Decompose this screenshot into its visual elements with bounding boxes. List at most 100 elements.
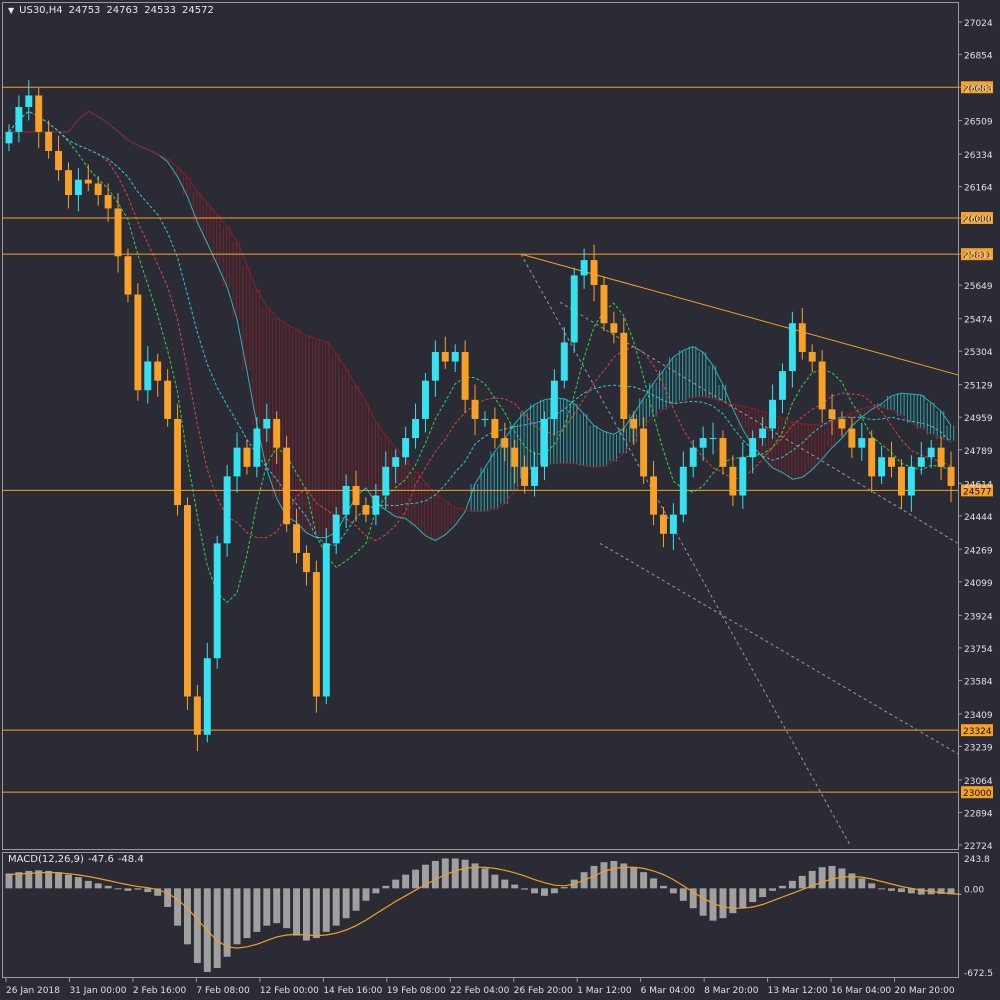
y-tick-label: 26164: [964, 184, 993, 194]
macd-bar: [441, 858, 449, 889]
candle-body: [124, 256, 132, 295]
macd-bar: [659, 885, 667, 889]
macd-bar: [263, 888, 271, 926]
macd-bar: [560, 887, 568, 889]
macd-bar: [253, 888, 261, 932]
macd-bar: [183, 888, 191, 945]
candle-body: [590, 260, 598, 285]
macd-bar: [402, 874, 410, 889]
candle-body: [203, 658, 211, 735]
candle-body: [213, 543, 221, 659]
x-tick-label: 2 Feb 16:00: [133, 986, 187, 996]
macd-bar: [501, 879, 509, 889]
candle-body: [243, 447, 251, 467]
macd-bar: [144, 888, 152, 893]
x-tick-label: 6 Mar 04:00: [641, 986, 696, 996]
macd-y-tick-label: -672.5: [964, 969, 993, 979]
moving-averages: [8, 110, 952, 604]
y-tick-label: 24269: [964, 546, 993, 556]
x-tick-label: 16 Mar 04:00: [831, 986, 891, 996]
candle-body: [15, 106, 23, 132]
candle-body: [5, 131, 13, 144]
macd-bar: [610, 860, 618, 889]
macd-bar: [5, 873, 13, 889]
macd-bar: [550, 888, 558, 894]
macd-bar: [243, 888, 251, 939]
y-tick-label: 23924: [964, 612, 993, 622]
x-tick-label: 7 Feb 08:00: [196, 986, 250, 996]
ma-slow-line: [8, 110, 952, 546]
candle-body: [144, 361, 152, 391]
level-tag-label: 24577: [963, 487, 992, 497]
high-value: 24763: [106, 5, 139, 16]
macd-bar: [164, 888, 172, 907]
candle-body: [540, 418, 548, 467]
candle-body: [441, 351, 449, 362]
macd-bar: [45, 870, 53, 889]
candle-body: [907, 466, 915, 496]
macd-bar: [897, 888, 905, 893]
candle-body: [64, 170, 72, 196]
candle-body: [154, 361, 162, 381]
channel-line-1: [520, 253, 851, 846]
macd-bar: [124, 888, 132, 891]
x-tick-label: 26 Feb 20:00: [514, 986, 573, 996]
macd-bar: [481, 868, 489, 889]
candle-body: [481, 418, 489, 420]
macd-bar: [174, 888, 182, 926]
macd-bar: [491, 874, 499, 889]
candle-body: [808, 351, 816, 362]
y-tick-label: 24789: [964, 447, 993, 457]
candle-body: [233, 447, 241, 477]
macd-bar: [699, 888, 707, 916]
candle-body: [759, 428, 767, 439]
candle-body: [263, 418, 271, 429]
candle-body: [521, 466, 529, 486]
macd-bar: [620, 863, 628, 889]
candle-body: [302, 552, 310, 573]
candle-body: [322, 543, 330, 697]
macd-bar: [193, 888, 201, 963]
macd-y-tick-label: 243.8: [964, 855, 990, 865]
candle-body: [888, 457, 896, 467]
macd-signal-line: [8, 866, 962, 949]
macd-bar: [213, 888, 221, 968]
candle-body: [947, 466, 955, 486]
candle-body: [35, 95, 43, 132]
candle-body: [332, 514, 340, 544]
macd-bar: [293, 888, 301, 936]
candle-body: [461, 351, 469, 400]
y-tick-label: 22724: [964, 842, 993, 852]
candle-body: [273, 418, 281, 448]
dropdown-triangle-icon[interactable]: ▼: [8, 6, 15, 15]
ma-fast-line: [8, 110, 952, 604]
macd-bar: [273, 888, 281, 924]
macd-bar: [888, 888, 896, 891]
macd-bar: [798, 875, 806, 889]
horizontal-levels[interactable]: 26683 26000 25811 24577 23324 23000: [2, 81, 993, 799]
y-tick-label: 24959: [964, 414, 993, 424]
x-tick-label: 14 Feb 16:00: [323, 986, 382, 996]
macd-bar: [769, 888, 777, 891]
macd-bar: [838, 868, 846, 889]
level-tag: [961, 786, 993, 799]
candle-body: [679, 466, 687, 515]
candle-body: [798, 323, 806, 352]
candle-body: [283, 447, 291, 525]
macd-bar: [937, 888, 945, 894]
macd-title: MACD(12,26,9) -47.6 -48.4: [8, 854, 144, 865]
level-tag-label: 25811: [963, 251, 992, 261]
time-axis: 26 Jan 2018 31 Jan 00:00 2 Feb 16:00 7 Feb …: [5, 978, 955, 996]
macd-bar: [84, 880, 92, 889]
x-tick-label: 26 Jan 2018: [6, 986, 60, 996]
candle-body: [689, 447, 697, 467]
candle-body: [600, 284, 608, 324]
macd-panel-frame: [2, 852, 959, 978]
macd-bar: [412, 869, 420, 889]
candle-body: [421, 380, 429, 419]
y-tick-label: 25474: [964, 316, 993, 326]
level-tag: [961, 211, 993, 224]
macd-bar: [947, 888, 955, 895]
macd-bar: [431, 860, 439, 889]
